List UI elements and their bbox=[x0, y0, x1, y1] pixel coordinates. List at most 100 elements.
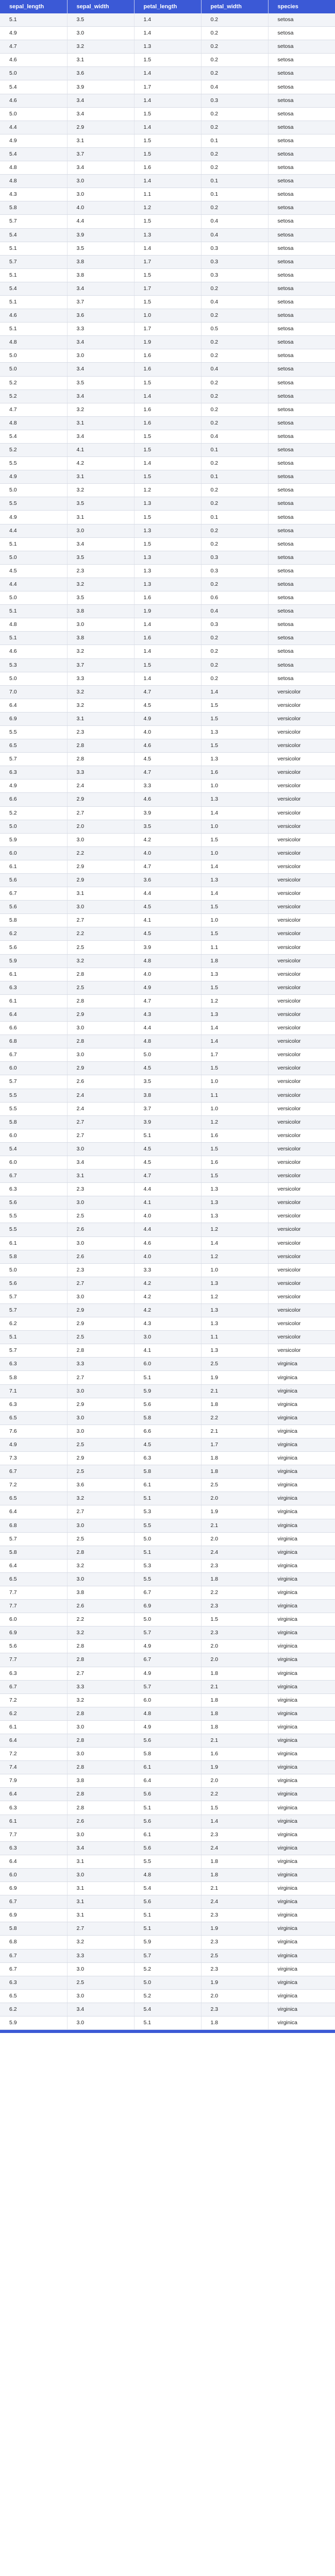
cell-sepal-width: 4.0 bbox=[67, 201, 135, 215]
cell-species: setosa bbox=[268, 537, 335, 551]
cell-species: setosa bbox=[268, 456, 335, 471]
cell-species: versicolor bbox=[268, 1115, 335, 1129]
cell-sepal-length: 6.7 bbox=[0, 1680, 68, 1694]
cell-sepal-width: 3.5 bbox=[67, 497, 135, 511]
cell-petal-width: 1.2 bbox=[201, 994, 269, 1008]
cell-sepal-width: 3.8 bbox=[67, 604, 135, 619]
cell-petal-width: 2.3 bbox=[201, 1935, 269, 1950]
cell-petal-width: 1.5 bbox=[201, 1613, 269, 1627]
cell-petal-length: 1.3 bbox=[134, 40, 202, 54]
cell-petal-width: 2.5 bbox=[201, 1478, 269, 1493]
cell-species: versicolor bbox=[268, 699, 335, 713]
cell-sepal-length: 5.7 bbox=[0, 752, 68, 767]
cell-species: setosa bbox=[268, 645, 335, 659]
cell-species: setosa bbox=[268, 443, 335, 457]
table-row: 6.6 3.0 4.4 1.4 versicolor bbox=[0, 1021, 335, 1036]
cell-petal-width: 2.4 bbox=[201, 1895, 269, 1909]
cell-petal-length: 4.7 bbox=[134, 1169, 202, 1183]
cell-petal-length: 6.0 bbox=[134, 1693, 202, 1707]
cell-species: virginica bbox=[268, 1465, 335, 1479]
table-row: 5.0 3.4 1.5 0.2 setosa bbox=[0, 107, 335, 121]
cell-petal-length: 1.3 bbox=[134, 497, 202, 511]
cell-petal-length: 5.1 bbox=[134, 1492, 202, 1506]
cell-species: setosa bbox=[268, 26, 335, 41]
cell-species: setosa bbox=[268, 107, 335, 121]
cell-sepal-length: 6.7 bbox=[0, 887, 68, 901]
table-row: 6.0 3.0 4.8 1.8 virginica bbox=[0, 1868, 335, 1883]
cell-sepal-length: 5.7 bbox=[0, 1075, 68, 1089]
table-row: 6.3 2.5 5.0 1.9 virginica bbox=[0, 1976, 335, 1990]
cell-petal-width: 1.4 bbox=[201, 806, 269, 820]
cell-petal-length: 1.4 bbox=[134, 26, 202, 41]
cell-sepal-length: 5.4 bbox=[0, 430, 68, 444]
cell-petal-width: 2.0 bbox=[201, 1532, 269, 1546]
cell-petal-width: 1.0 bbox=[201, 913, 269, 928]
cell-petal-length: 3.3 bbox=[134, 1263, 202, 1277]
table-row: 4.3 3.0 1.1 0.1 setosa bbox=[0, 188, 335, 202]
cell-petal-width: 0.3 bbox=[201, 255, 269, 269]
table-row: 5.8 2.7 4.1 1.0 versicolor bbox=[0, 913, 335, 928]
cell-sepal-length: 6.0 bbox=[0, 1156, 68, 1170]
cell-sepal-length: 6.1 bbox=[0, 994, 68, 1008]
cell-sepal-length: 4.9 bbox=[0, 779, 68, 793]
header-species[interactable]: species bbox=[268, 0, 335, 13]
header-sepal-length[interactable]: sepal_length bbox=[0, 0, 68, 13]
table-row: 5.8 4.0 1.2 0.2 setosa bbox=[0, 201, 335, 215]
cell-petal-length: 1.7 bbox=[134, 282, 202, 296]
cell-petal-length: 5.0 bbox=[134, 1613, 202, 1627]
cell-sepal-width: 2.7 bbox=[67, 1129, 135, 1143]
cell-species: virginica bbox=[268, 1720, 335, 1735]
cell-species: versicolor bbox=[268, 725, 335, 740]
header-sepal-width[interactable]: sepal_width bbox=[67, 0, 135, 13]
cell-sepal-width: 3.2 bbox=[67, 699, 135, 713]
cell-petal-length: 5.4 bbox=[134, 1882, 202, 1896]
cell-petal-length: 5.1 bbox=[134, 1801, 202, 1815]
cell-sepal-length: 5.1 bbox=[0, 1330, 68, 1345]
cell-sepal-length: 4.9 bbox=[0, 1438, 68, 1452]
cell-sepal-width: 2.2 bbox=[67, 846, 135, 860]
cell-petal-length: 5.5 bbox=[134, 1572, 202, 1586]
table-row: 6.0 2.9 4.5 1.5 versicolor bbox=[0, 1061, 335, 1076]
cell-sepal-length: 4.8 bbox=[0, 416, 68, 430]
cell-petal-length: 1.6 bbox=[134, 591, 202, 605]
cell-sepal-length: 5.2 bbox=[0, 389, 68, 403]
cell-petal-width: 1.8 bbox=[201, 1667, 269, 1681]
cell-species: virginica bbox=[268, 1613, 335, 1627]
cell-sepal-width: 3.5 bbox=[67, 242, 135, 256]
cell-petal-length: 4.5 bbox=[134, 1156, 202, 1170]
cell-species: setosa bbox=[268, 376, 335, 390]
cell-species: virginica bbox=[268, 1411, 335, 1425]
cell-sepal-width: 3.1 bbox=[67, 470, 135, 484]
cell-petal-length: 4.8 bbox=[134, 1035, 202, 1049]
cell-sepal-width: 2.8 bbox=[67, 1801, 135, 1815]
table-row: 7.7 2.6 6.9 2.3 virginica bbox=[0, 1599, 335, 1614]
cell-sepal-width: 3.0 bbox=[67, 524, 135, 538]
cell-petal-length: 6.1 bbox=[134, 1828, 202, 1842]
cell-sepal-length: 7.7 bbox=[0, 1586, 68, 1600]
cell-sepal-length: 6.9 bbox=[0, 1908, 68, 1923]
cell-sepal-width: 3.3 bbox=[67, 766, 135, 780]
table-row: 5.7 3.8 1.7 0.3 setosa bbox=[0, 255, 335, 269]
table-row: 6.2 2.9 4.3 1.3 versicolor bbox=[0, 1317, 335, 1331]
cell-species: versicolor bbox=[268, 766, 335, 780]
cell-species: versicolor bbox=[268, 685, 335, 699]
cell-petal-length: 4.5 bbox=[134, 927, 202, 941]
cell-sepal-length: 5.9 bbox=[0, 954, 68, 968]
cell-petal-width: 1.7 bbox=[201, 1438, 269, 1452]
header-petal-length[interactable]: petal_length bbox=[134, 0, 202, 13]
cell-sepal-width: 3.0 bbox=[67, 1236, 135, 1250]
cell-sepal-width: 2.5 bbox=[67, 940, 135, 955]
cell-species: virginica bbox=[268, 1680, 335, 1694]
cell-petal-width: 1.3 bbox=[201, 792, 269, 807]
table-row: 6.1 3.0 4.9 1.8 virginica bbox=[0, 1720, 335, 1735]
cell-petal-width: 1.1 bbox=[201, 1330, 269, 1345]
cell-sepal-length: 5.6 bbox=[0, 900, 68, 914]
cell-petal-width: 0.2 bbox=[201, 349, 269, 363]
cell-petal-width: 1.4 bbox=[201, 1021, 269, 1036]
table-row: 5.4 3.9 1.3 0.4 setosa bbox=[0, 228, 335, 242]
cell-sepal-length: 5.6 bbox=[0, 940, 68, 955]
cell-petal-width: 1.2 bbox=[201, 1290, 269, 1304]
header-petal-width[interactable]: petal_width bbox=[201, 0, 269, 13]
cell-sepal-width: 3.0 bbox=[67, 2016, 135, 2030]
cell-species: virginica bbox=[268, 1398, 335, 1412]
